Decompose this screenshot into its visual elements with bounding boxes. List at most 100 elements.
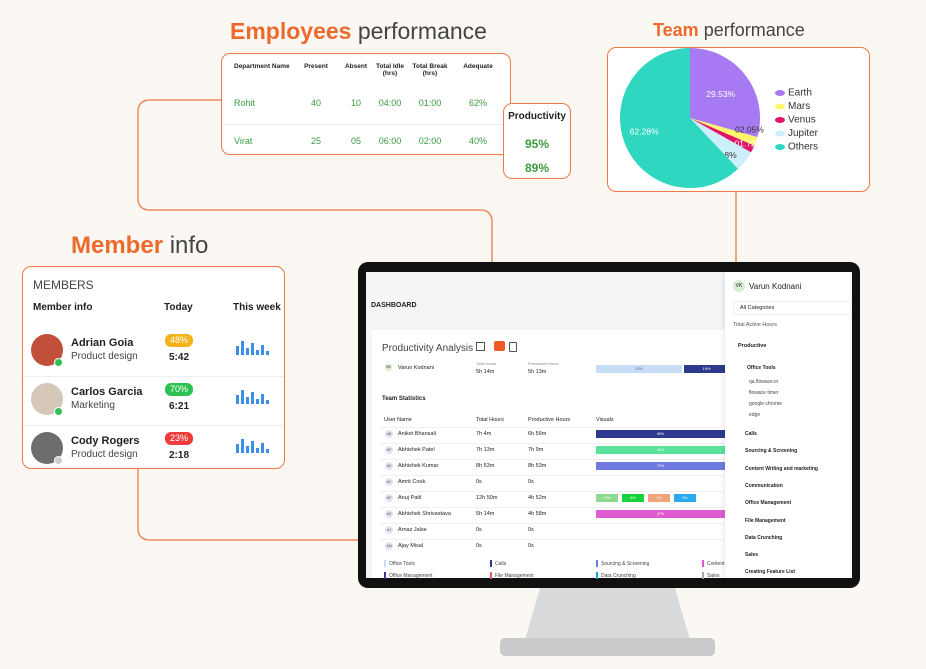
analysis-panel: Productivity Analysis Total Hours Producti… <box>372 330 729 579</box>
sparkline-bar <box>241 390 244 404</box>
table-cell: Virat <box>234 136 253 146</box>
row-avatar: AM <box>385 542 393 550</box>
legend-swatch <box>384 560 386 567</box>
legend-swatch <box>490 572 492 579</box>
stats-title: Team Statistics <box>382 396 426 402</box>
row-name: Ajay Misal <box>398 543 424 549</box>
member-name: Adrian Goia <box>71 337 134 349</box>
row-name: Abhishek Patel <box>398 447 435 453</box>
sidebar-name: Varun Kodnani <box>749 282 802 291</box>
legend-swatch <box>384 572 386 579</box>
user-name: Varun Kodnani <box>398 365 434 371</box>
row-divider <box>380 475 725 476</box>
share-icon <box>476 342 485 351</box>
sidebar-avatar: VK <box>733 280 745 292</box>
analysis-title: Productivity Analysis <box>382 343 474 354</box>
summary-header: Productive Hours <box>528 361 559 366</box>
row-productive: 6h 56m <box>528 431 547 437</box>
visual-bar: 13% <box>596 494 618 502</box>
sidebar-app: qa.flowace.in <box>749 379 779 385</box>
sparkline-bar <box>246 348 249 355</box>
table-header: Adequate <box>463 63 493 70</box>
member-name: Cody Rogers <box>71 435 140 447</box>
user-bar: 19% <box>684 365 729 373</box>
row-total: 12h 50m <box>476 495 498 501</box>
row-productive: 0s <box>528 543 534 549</box>
legend-label: Calls <box>495 561 507 567</box>
today-time: 6:21 <box>168 401 189 412</box>
section-title: Member info <box>71 232 208 260</box>
title-accent: Team <box>653 20 699 40</box>
row-avatar: AS <box>385 510 393 518</box>
legend-label: Sourcing & Screening <box>601 561 650 567</box>
stats-header: Visuals <box>596 417 614 423</box>
stats-header: User Name <box>384 417 412 423</box>
row-name: Aniket Bhansali <box>398 431 436 437</box>
today-badge: 23% <box>165 432 193 445</box>
section-title: Team performance <box>653 20 805 41</box>
user-avatar: VK <box>385 364 392 371</box>
card-title: MEMBERS <box>33 278 94 292</box>
row-productive: 4h 58m <box>528 511 547 517</box>
row-productive: 8h 53m <box>528 463 547 469</box>
legend-swatch <box>596 572 598 579</box>
today-time: 2:18 <box>168 450 189 461</box>
table-divider <box>222 124 510 125</box>
table-cell: 01:00 <box>418 98 442 108</box>
row-divider <box>380 427 725 428</box>
visual-bar: 5% <box>674 494 696 502</box>
productivity-value: 89% <box>524 161 550 175</box>
row-avatar: AB <box>385 430 393 438</box>
user-total: 5h 14m <box>476 369 495 375</box>
row-name: Amrit Cook <box>398 479 426 485</box>
row-productive: 7h 9m <box>528 447 544 453</box>
monitor-stand <box>525 588 690 640</box>
sparkline-bar <box>256 399 259 404</box>
sparkline-bar <box>261 394 264 404</box>
sparkline-bar <box>246 446 249 453</box>
members-card: MEMBERS Member info Today This week Adrian G… <box>22 266 285 469</box>
title-accent: Employees <box>230 18 352 44</box>
row-productive: 0s <box>528 479 534 485</box>
table-cell: 25 <box>310 136 321 146</box>
sparkline-bar <box>251 392 254 404</box>
table-cell: 02:00 <box>418 136 442 146</box>
sparkline-bar <box>236 444 239 453</box>
member-name: Carlos Garcia <box>71 386 143 398</box>
sidebar-category: Office Management <box>745 500 792 507</box>
status-dot <box>54 407 63 416</box>
visual-bar: 42% <box>596 446 725 454</box>
table-cell: 05 <box>350 136 361 146</box>
visual-bar: 47% <box>596 510 725 518</box>
sidebar-category: Communication <box>745 482 783 489</box>
row-divider <box>23 425 284 426</box>
legend-swatch <box>702 572 704 579</box>
row-divider <box>380 443 725 444</box>
user-productive: 5h 13m <box>528 369 547 375</box>
today-badge: 48% <box>165 334 193 347</box>
member-role: Product design <box>71 449 138 460</box>
row-divider <box>380 491 725 492</box>
column-header: This week <box>233 302 281 313</box>
row-avatar: AC <box>385 478 393 486</box>
row-total: 0s <box>476 543 482 549</box>
sparkline-bar <box>256 350 259 355</box>
section-title: Employees performance <box>230 18 487 45</box>
productivity-card: Productivity 95% 89% <box>503 103 571 179</box>
monitor-base <box>500 638 715 656</box>
row-divider <box>380 459 725 460</box>
legend-label: Data Crunching <box>601 573 636 579</box>
column-header: Today <box>164 302 193 313</box>
title-rest: performance <box>703 20 805 40</box>
visual-bar: 4% <box>648 494 670 502</box>
member-role: Marketing <box>71 400 115 411</box>
row-name: Abhishek Kumar <box>398 463 439 469</box>
sidebar-app: google chrome <box>749 401 783 407</box>
row-productive: 4h 52m <box>528 495 547 501</box>
sidebar-category: Data Crunching <box>745 534 783 541</box>
sparkline-bar <box>241 341 244 355</box>
row-name: Anuj Patil <box>398 495 422 501</box>
sidebar-group: Productive <box>738 343 767 349</box>
status-dot <box>54 358 63 367</box>
summary-header: Total Hours <box>476 361 497 366</box>
